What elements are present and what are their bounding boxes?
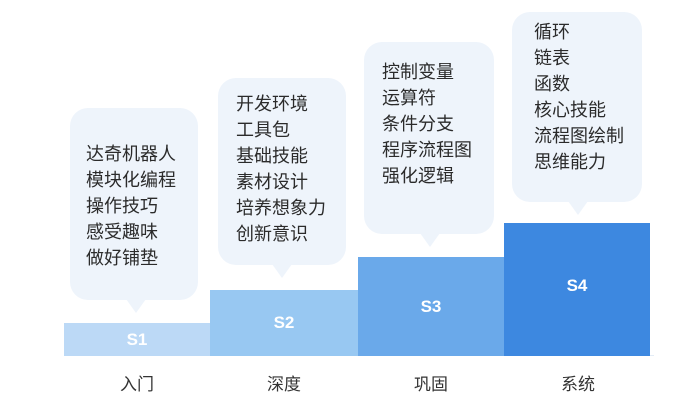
- stage-1-item: 做好铺垫: [86, 248, 158, 269]
- stage-4-item: 循环: [534, 22, 570, 43]
- stage-2-bubble-tail: [272, 264, 292, 278]
- stage-3-label: 巩固: [414, 375, 448, 395]
- stage-2-item: 培养想象力: [236, 198, 326, 219]
- stage-1-item: 操作技巧: [86, 196, 158, 217]
- stage-2-item: 创新意识: [236, 224, 308, 245]
- stage-4-item: 函数: [534, 74, 570, 95]
- stage-2-bubble: 开发环境 工具包 基础技能 素材设计 培养想象力 创新意识: [218, 78, 346, 278]
- stage-1-bubble: 达奇机器人 模块化编程 操作技巧 感受趣味 做好铺垫: [70, 108, 198, 313]
- stage-2-item: 基础技能: [236, 146, 308, 167]
- stage-3-code: S3: [420, 296, 442, 316]
- stage-4-label: 系统: [561, 375, 595, 395]
- stage-2-step: S2: [210, 290, 358, 356]
- stage-1-step: S1: [64, 323, 210, 356]
- stage-4-item: 链表: [534, 48, 570, 69]
- stage-3-item: 控制变量: [382, 62, 454, 83]
- stage-3-item: 程序流程图: [382, 140, 472, 161]
- stage-3-item: 条件分支: [382, 114, 454, 135]
- stage-2-label: 深度: [267, 375, 301, 395]
- stage-2-item: 开发环境: [236, 94, 308, 115]
- stage-1-label: 入门: [120, 375, 154, 395]
- stage-4-bubble-tail: [568, 201, 588, 215]
- stage-1-item: 模块化编程: [86, 170, 176, 191]
- stage-4-bubble: 循环 链表 函数 核心技能 流程图绘制 思维能力: [512, 12, 642, 215]
- stage-4-item: 流程图绘制: [534, 126, 624, 147]
- stage-1-item: 感受趣味: [86, 222, 158, 243]
- stage-4-item: 思维能力: [534, 152, 606, 173]
- stage-3-bubble-tail: [420, 233, 440, 247]
- stage-1-bubble-tail: [126, 299, 146, 313]
- stage-3-bubble: 控制变量 运算符 条件分支 程序流程图 强化逻辑: [364, 42, 494, 247]
- stage-2-item: 工具包: [236, 120, 290, 141]
- stage-2-code: S2: [273, 313, 295, 332]
- stage-2-item: 素材设计: [236, 172, 308, 193]
- stage-3-item: 运算符: [382, 88, 436, 109]
- stage-4-code: S4: [566, 275, 588, 295]
- stage-1-item: 达奇机器人: [86, 144, 176, 165]
- stage-3-step: S3: [358, 257, 504, 356]
- stage-1-code: S1: [126, 329, 148, 349]
- stage-4-item: 核心技能: [534, 100, 606, 121]
- stage-3-item: 强化逻辑: [382, 166, 454, 187]
- stage-4-step: S4: [504, 223, 650, 356]
